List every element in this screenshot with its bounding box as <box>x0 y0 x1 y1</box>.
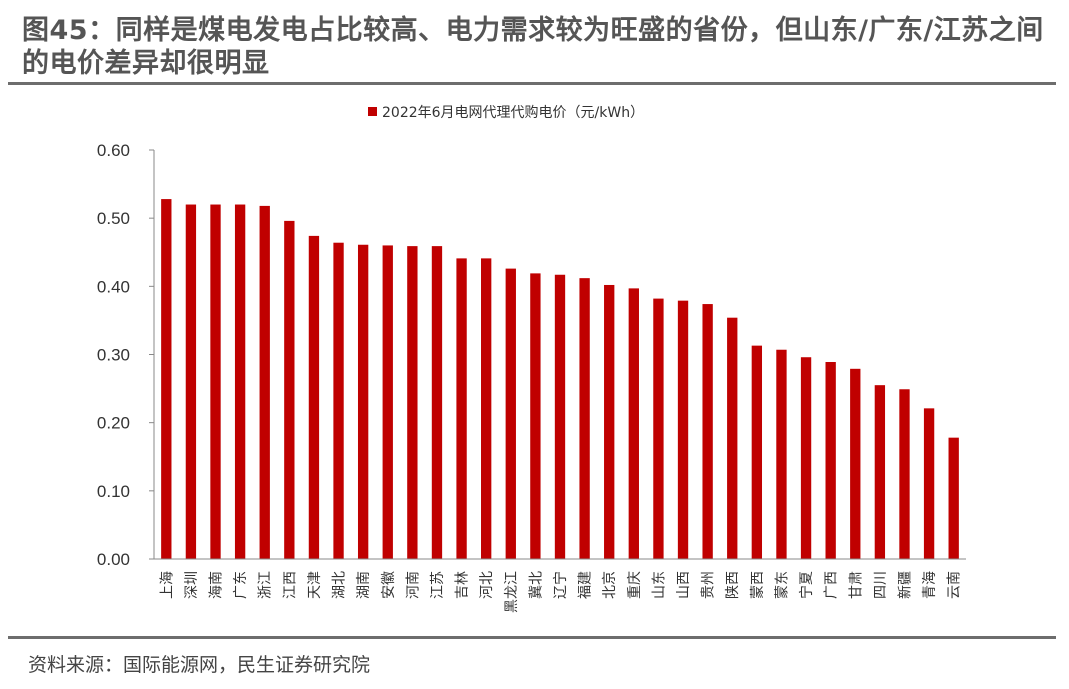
bar-宁夏 <box>800 357 812 559</box>
x-tick-label: 江西 <box>282 571 298 599</box>
x-tick-label: 蒙东 <box>774 571 790 599</box>
bar-北京 <box>604 284 615 559</box>
bar-河南 <box>407 246 418 559</box>
bars <box>161 199 959 559</box>
bar-江苏 <box>431 246 443 559</box>
x-tick-label: 山西 <box>676 571 692 599</box>
x-tick-label: 新疆 <box>897 571 913 599</box>
x-tick-label: 辽宁 <box>552 571 569 599</box>
bar-蒙西 <box>751 345 763 559</box>
y-tick-label: 0.00 <box>97 550 130 569</box>
x-tick-label: 河北 <box>479 571 495 599</box>
x-tick-label: 广西 <box>824 571 840 599</box>
bar-山东 <box>653 298 664 559</box>
bar-吉林 <box>456 258 467 559</box>
x-axis: 上海 深圳 海南 广东 浙江 江西 天津 湖北 湖南 安徽 河南 江苏 吉林 河北 黑龙江 冀北 辽宁 福建 北京重… <box>154 558 966 613</box>
footer-divider <box>8 636 1056 639</box>
x-tick-label: 江苏 <box>430 571 446 599</box>
bar-上海 <box>161 199 172 559</box>
y-tick-label: 0.20 <box>97 414 130 433</box>
x-tick-label: 四川 <box>873 571 889 599</box>
title-divider <box>8 82 1056 85</box>
bar-甘肃 <box>850 368 861 559</box>
x-tick-label: 云南 <box>947 571 963 599</box>
bar-蒙东 <box>776 349 787 559</box>
bar-福建 <box>579 278 590 559</box>
bar-河北 <box>481 258 492 559</box>
figure-title: 图45：同样是煤电发电占比较高、电力需求较为旺盛的省份，但山东/广东/江苏之间的… <box>22 15 1044 79</box>
x-tick-label: 天津 <box>307 571 323 599</box>
x-tick-label: 北京 <box>602 571 618 599</box>
legend-label: 2022年6月电网代理代购电价（元/kWh） <box>382 105 644 121</box>
bar-湖南 <box>357 244 369 559</box>
bar-山西 <box>677 300 689 559</box>
bar-海南 <box>210 204 221 559</box>
x-tick-label: 黑龙江 <box>504 571 520 613</box>
bar-黑龙江 <box>505 268 516 559</box>
x-tick-label: 青海 <box>922 571 938 599</box>
x-tick-label: 安徽 <box>381 571 397 599</box>
y-tick-label: 0.10 <box>97 482 130 501</box>
bar-重庆 <box>628 288 639 559</box>
bar-浙江 <box>259 205 270 559</box>
x-tick-label: 福建 <box>578 571 594 599</box>
x-tick-label: 上海 <box>159 571 175 599</box>
bar-湖北 <box>333 242 344 559</box>
bar-辽宁 <box>554 274 566 559</box>
x-tick-label: 重庆 <box>627 571 643 599</box>
x-tick-label: 山东 <box>651 571 667 599</box>
y-axis: 0.00 0.10 0.20 0.30 0.40 0.50 0.60 <box>97 141 155 569</box>
x-tick-label: 蒙西 <box>750 571 766 599</box>
bar-贵州 <box>702 304 713 559</box>
bar-深圳 <box>185 204 197 559</box>
source-note: 资料来源：国际能源网，民生证券研究院 <box>28 654 371 676</box>
bar-新疆 <box>899 389 910 559</box>
x-tick-label: 冀北 <box>528 571 544 599</box>
bar-安徽 <box>382 245 393 559</box>
x-tick-label: 湖北 <box>332 571 348 599</box>
y-tick-label: 0.30 <box>97 346 130 365</box>
y-tick-label: 0.40 <box>97 277 130 296</box>
bar-广东 <box>234 204 246 559</box>
x-tick-label: 吉林 <box>455 571 471 599</box>
y-tick-label: 0.60 <box>97 141 130 160</box>
bar-青海 <box>923 408 935 559</box>
x-tick-label: 广东 <box>233 571 249 599</box>
bar-冀北 <box>530 273 541 559</box>
x-tick-label: 陕西 <box>725 571 741 599</box>
x-tick-label: 湖南 <box>356 571 372 599</box>
bar-四川 <box>874 385 886 559</box>
x-tick-label: 海南 <box>209 571 225 599</box>
x-tick-label: 河南 <box>405 571 421 599</box>
x-tick-label: 宁夏 <box>798 571 815 599</box>
x-tick-label: 浙江 <box>258 571 274 599</box>
bar-江西 <box>284 220 295 559</box>
legend: 2022年6月电网代理代购电价（元/kWh） <box>368 105 644 121</box>
x-tick-label: 深圳 <box>184 571 200 599</box>
bar-天津 <box>308 235 320 559</box>
bar-陕西 <box>727 317 738 559</box>
legend-swatch <box>368 107 377 116</box>
y-tick-label: 0.50 <box>97 209 130 228</box>
bar-云南 <box>948 437 959 559</box>
x-tick-label: 贵州 <box>701 571 717 599</box>
x-tick-label: 甘肃 <box>848 571 864 599</box>
bar-广西 <box>825 362 836 559</box>
